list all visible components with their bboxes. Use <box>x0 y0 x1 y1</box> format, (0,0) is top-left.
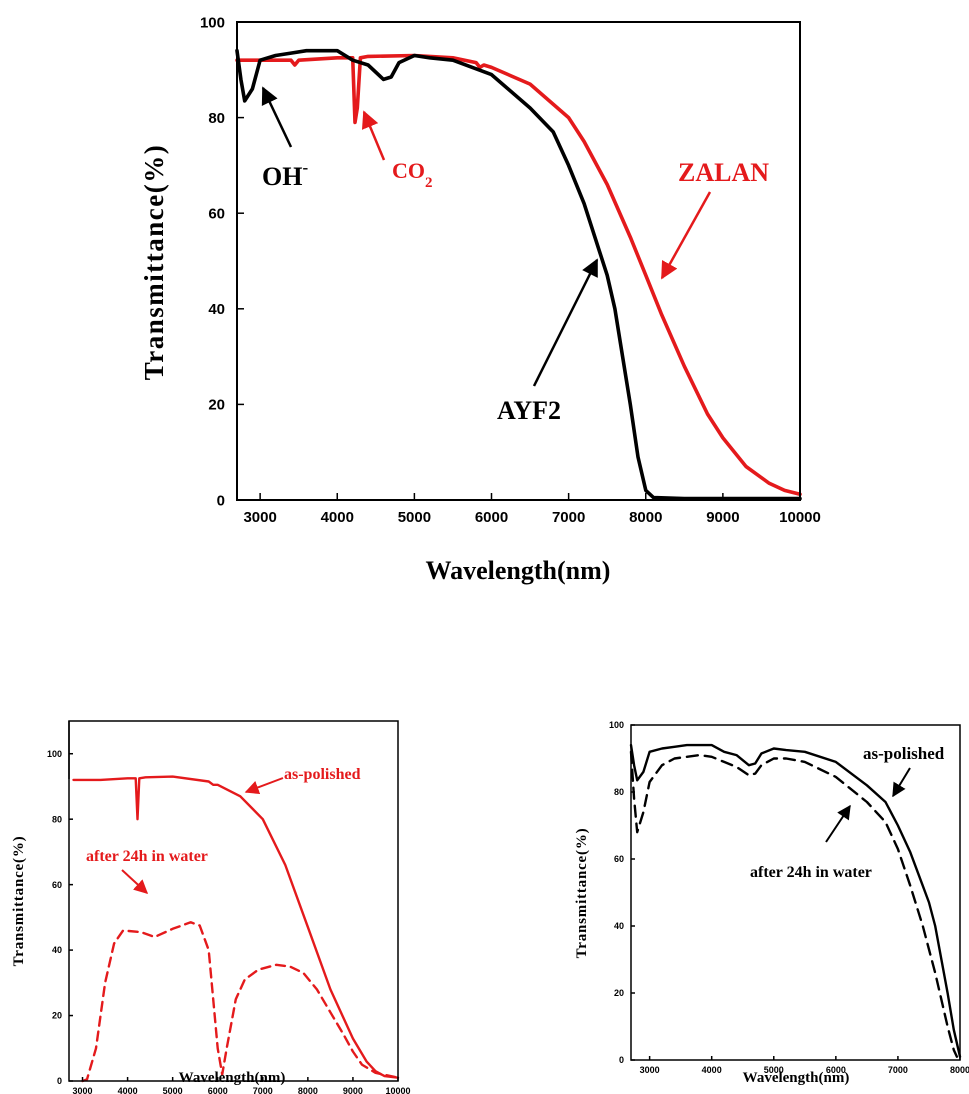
chart-bl-ytick-label: 40 <box>52 945 62 955</box>
chart-br-ticks: 3000 4000 5000 6000 7000 8000 0 20 40 60 80 100 <box>609 720 969 1075</box>
chart-top-xtick-label: 10000 <box>779 509 821 526</box>
chart-top-xtick-label: 9000 <box>706 509 739 526</box>
annotation-zalan-label: ZALAN <box>678 158 769 187</box>
chart-bl-xtick-label: 6000 <box>208 1086 228 1094</box>
chart-top-ytick-label: 60 <box>208 205 225 222</box>
chart-bottom-left: 3000 4000 5000 6000 7000 8000 9000 10000 0 20 40 60… <box>11 720 411 1094</box>
annotation-ayf2: AYF2 <box>497 258 599 425</box>
chart-bl-ytick-label: 80 <box>52 814 62 824</box>
annotation-bl-aspolished-arrow <box>244 777 284 795</box>
chart-br-xlabel: Wavelength(nm) <box>743 1070 850 1086</box>
chart-br-ytick-label: 60 <box>614 854 624 864</box>
chart-bl-ytick-label: 60 <box>52 880 62 890</box>
chart-bl-xtick-label: 3000 <box>73 1086 93 1094</box>
chart-top-xtick-label: 4000 <box>321 509 354 526</box>
chart-bl-ytick-label: 20 <box>52 1011 62 1021</box>
chart-br-ytick-label: 0 <box>619 1055 624 1065</box>
annotation-co2-text: CO <box>392 158 425 183</box>
chart-br-frame <box>630 724 961 1061</box>
chart-top-xtick-label: 3000 <box>243 509 276 526</box>
chart-br-xtick-label: 7000 <box>888 1065 908 1075</box>
chart-top-ticks: 3000 4000 5000 6000 7000 8000 9000 10000 0 20 40 60… <box>200 14 821 526</box>
chart-br-ytick-label: 20 <box>614 988 624 998</box>
annotation-co2-arrow <box>361 110 386 161</box>
chart-top-xtick-label: 8000 <box>629 509 662 526</box>
chart-bl-xtick-label: 5000 <box>163 1086 183 1094</box>
chart-br-ytick-label: 40 <box>614 921 624 931</box>
chart-bl-xtick-label: 4000 <box>118 1086 138 1094</box>
chart-top-xlabel: Wavelength(nm) <box>426 556 611 585</box>
chart-top: 3000 4000 5000 6000 7000 8000 9000 10000 0 20 40 60… <box>139 14 821 585</box>
chart-top-marks <box>235 48 802 501</box>
annotation-co2: CO2 <box>361 110 433 191</box>
chart-bl-xlabel: Wavelength(nm) <box>179 1070 286 1086</box>
chart-br-ytick-label: 100 <box>609 720 624 730</box>
chart-bl-marks <box>72 775 400 1083</box>
chart-br-ytick-label: 80 <box>614 787 624 797</box>
annotation-zalan: ZALAN <box>660 158 769 280</box>
chart-top-ytick-label: 40 <box>208 301 225 318</box>
annotation-br-aspolished-arrow <box>892 767 911 798</box>
chart-bl-xtick-label: 9000 <box>343 1086 363 1094</box>
chart-br-xtick-label: 8000 <box>950 1065 969 1075</box>
annotation-oh-text: OH <box>262 162 302 191</box>
annotation-ayf2-label: AYF2 <box>497 396 561 425</box>
chart-top-xtick-label: 6000 <box>475 509 508 526</box>
chart-top-ylabel: Transmittance(%) <box>139 144 169 380</box>
chart-top-ytick-label: 100 <box>200 14 225 31</box>
chart-br-ylabel: Transmittance(%) <box>574 828 590 959</box>
chart-bl-series-solid-0 <box>72 775 400 1079</box>
annotation-br-aspolished-label: as-polished <box>863 744 945 763</box>
chart-br-xtick-label: 6000 <box>826 1065 846 1075</box>
chart-br-xtick-label: 3000 <box>640 1065 660 1075</box>
chart-bl-xtick-label: 7000 <box>253 1086 273 1094</box>
annotation-br-water-label: after 24h in water <box>750 864 872 881</box>
chart-br-series-dashed-1 <box>629 750 959 1058</box>
chart-top-ytick-label: 20 <box>208 397 225 414</box>
chart-br-series-solid-0 <box>629 743 962 1058</box>
chart-top-series-zalan <box>235 53 802 497</box>
chart-bl-ylabel: Transmittance(%) <box>11 836 27 967</box>
annotation-bl-aspolished-label: as-polished <box>284 766 361 783</box>
chart-top-xtick-label: 7000 <box>552 509 585 526</box>
chart-br-xtick-label: 5000 <box>764 1065 784 1075</box>
chart-bl-ticks: 3000 4000 5000 6000 7000 8000 9000 10000 0 20 40 60… <box>47 749 411 1094</box>
chart-br-marks <box>629 743 962 1058</box>
chart-top-series-ayf2 <box>235 48 802 501</box>
annotation-zalan-arrow <box>660 191 712 280</box>
annotation-ayf2-arrow <box>532 258 599 387</box>
annotation-bl-water-arrow <box>121 869 149 894</box>
chart-bl-frame <box>68 720 399 1082</box>
annotation-oh: OH- <box>261 86 308 191</box>
annotation-br-aspolished: as-polished <box>863 744 945 798</box>
chart-bottom-right: 3000 4000 5000 6000 7000 8000 0 20 40 60 80 100 Tra… <box>574 720 969 1086</box>
annotation-co2-sub: 2 <box>425 175 433 191</box>
annotation-co2-label: CO2 <box>392 158 433 191</box>
chart-top-xtick-label: 5000 <box>398 509 431 526</box>
annotation-oh-arrow <box>261 86 293 148</box>
chart-top-ytick-label: 0 <box>217 492 225 509</box>
chart-bl-ytick-label: 100 <box>47 749 62 759</box>
annotation-bl-aspolished: as-polished <box>244 766 361 795</box>
chart-bl-xtick-label: 8000 <box>298 1086 318 1094</box>
annotation-oh-label: OH- <box>262 158 308 191</box>
chart-bl-ytick-label: 0 <box>57 1076 62 1086</box>
chart-br-xtick-label: 4000 <box>702 1065 722 1075</box>
chart-bl-xtick-label: 10000 <box>385 1086 410 1094</box>
annotation-bl-water-label: after 24h in water <box>86 848 208 865</box>
annotation-br-water: after 24h in water <box>750 804 872 881</box>
annotation-br-water-arrow <box>825 804 851 843</box>
chart-bl-series-dashed-1 <box>81 921 400 1083</box>
chart-top-ytick-label: 80 <box>208 110 225 127</box>
annotation-bl-water: after 24h in water <box>86 848 208 894</box>
chart-top-frame <box>236 21 801 501</box>
annotation-oh-sup: - <box>302 158 308 177</box>
